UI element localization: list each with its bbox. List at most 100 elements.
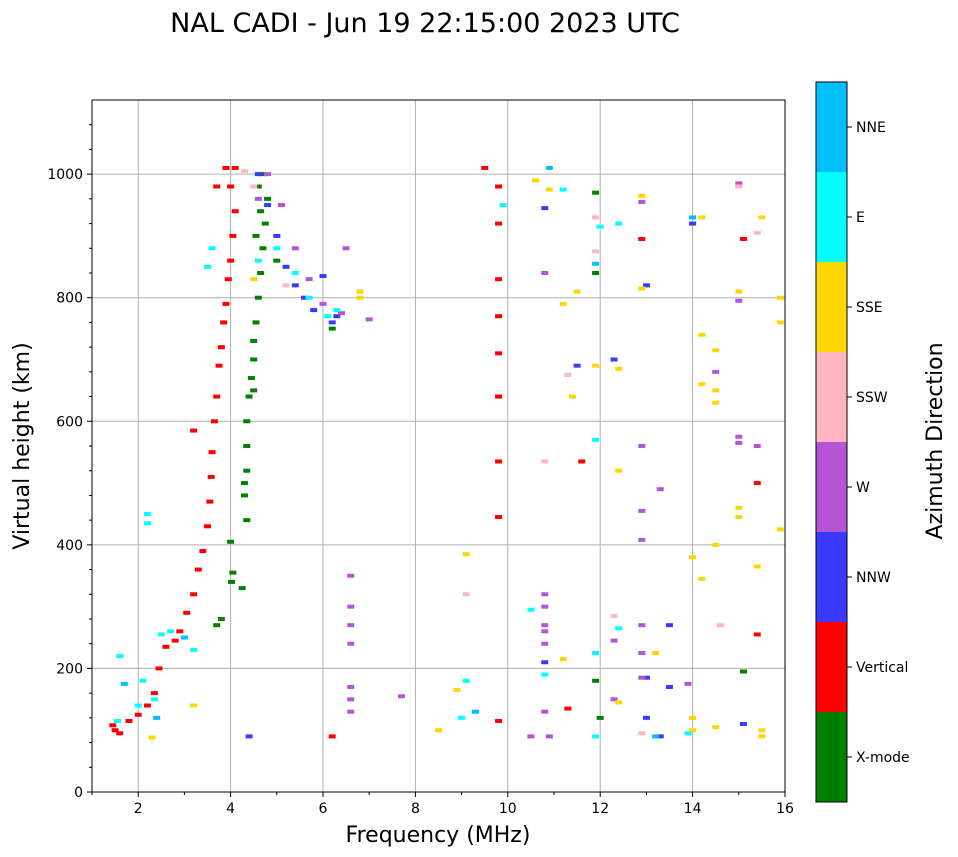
data-point-ssw [610, 613, 618, 618]
data-point-sse [776, 320, 784, 325]
data-point-w [541, 604, 549, 609]
data-point-x-mode [273, 258, 281, 263]
data-point-vertical [222, 165, 230, 170]
data-point-w [735, 440, 743, 445]
x-tick-label: 6 [319, 801, 328, 817]
data-point-sse [735, 515, 743, 520]
data-point-vertical [210, 419, 218, 424]
data-point-e [116, 654, 124, 659]
data-point-ssw [753, 230, 761, 235]
data-point-x-mode [261, 221, 269, 226]
data-point-vertical [495, 351, 503, 356]
data-point-w [541, 623, 549, 628]
x-tick-label: 2 [134, 801, 143, 817]
data-point-vertical [150, 691, 158, 696]
data-point-x-mode [592, 678, 600, 683]
colorbar-tick-label: SSE [856, 300, 883, 316]
x-tick-label: 12 [591, 801, 609, 817]
data-point-w [342, 246, 350, 251]
data-point-e [157, 632, 165, 637]
data-point-nnw [333, 314, 341, 319]
data-point-vertical [495, 277, 503, 282]
data-point-vertical [213, 184, 221, 189]
data-point-ssw [282, 283, 290, 288]
data-point-e [462, 678, 470, 683]
data-point-sse [689, 728, 697, 733]
data-point-vertical [328, 734, 336, 739]
data-point-nnw [310, 308, 318, 313]
data-point-vertical [495, 221, 503, 226]
data-point-e [204, 264, 211, 269]
data-point-w [638, 623, 646, 628]
data-point-vertical [155, 666, 163, 671]
colorbar-tick-label: Vertical [856, 660, 908, 676]
data-point-vertical [564, 706, 572, 711]
colorbar-tick-label: W [856, 480, 870, 496]
data-point-x-mode [257, 209, 265, 214]
data-point-nnw [656, 734, 664, 739]
data-point-vertical [753, 481, 761, 486]
data-point-vertical [190, 428, 198, 433]
y-tick-label: 800 [56, 291, 83, 307]
data-point-vertical [231, 209, 239, 214]
data-point-w [610, 638, 618, 643]
data-point-nnw [642, 675, 650, 680]
data-point-w [347, 573, 355, 578]
data-points [109, 165, 784, 740]
data-point-vertical [125, 718, 133, 723]
data-point-vertical [207, 474, 215, 479]
data-point-x-mode [254, 184, 262, 189]
data-point-vertical [224, 277, 232, 282]
x-tick-label: 8 [411, 801, 420, 817]
data-point-x-mode [739, 669, 747, 674]
grid-lines [92, 100, 785, 792]
data-point-sse [712, 725, 720, 730]
data-point-x-mode [243, 419, 251, 424]
data-point-w [656, 487, 664, 492]
colorbar-tick-label: SSW [856, 390, 888, 406]
plot-frame [91, 99, 786, 793]
data-point-sse [776, 295, 784, 300]
data-point-ssw [240, 169, 248, 174]
data-point-sse [559, 301, 567, 306]
data-point-x-mode [259, 246, 267, 251]
data-point-nne [592, 261, 600, 266]
data-point-sse [559, 657, 567, 662]
data-point-x-mode [240, 481, 248, 486]
data-point-x-mode [264, 196, 272, 201]
data-point-e [458, 715, 466, 720]
data-point-sse [462, 552, 470, 557]
data-point-e [324, 314, 332, 319]
data-point-vertical [171, 638, 179, 643]
data-point-ssw [541, 459, 549, 464]
data-point-vertical [111, 728, 119, 733]
data-point-e [254, 258, 262, 263]
data-point-nnw [666, 684, 673, 689]
data-point-w [638, 650, 646, 655]
data-point-nne [689, 215, 697, 220]
data-point-x-mode [238, 586, 246, 591]
data-point-w [684, 681, 692, 686]
data-point-vertical [495, 459, 503, 464]
data-point-sse [568, 394, 576, 399]
data-point-vertical [227, 184, 235, 189]
data-point-vertical [739, 237, 747, 242]
data-point-sse [758, 215, 766, 220]
data-point-nnw [689, 221, 697, 226]
data-point-e [305, 295, 313, 300]
data-point-sse [356, 295, 364, 300]
colorbar-segment [816, 532, 847, 622]
data-point-w [347, 641, 355, 646]
data-point-sse [758, 734, 766, 739]
data-point-vertical [208, 450, 216, 455]
data-point-x-mode [228, 579, 236, 584]
y-axis-ticks: 0 200 400 600 800 1000 [47, 124, 92, 801]
y-axis-label: Virtual height (km) [10, 342, 35, 549]
data-point-nnw [319, 274, 327, 279]
data-point-sse [356, 289, 364, 294]
data-point-nnw [301, 295, 309, 300]
data-point-x-mode [257, 271, 265, 275]
data-point-vertical [190, 592, 198, 597]
data-point-w [638, 537, 646, 542]
